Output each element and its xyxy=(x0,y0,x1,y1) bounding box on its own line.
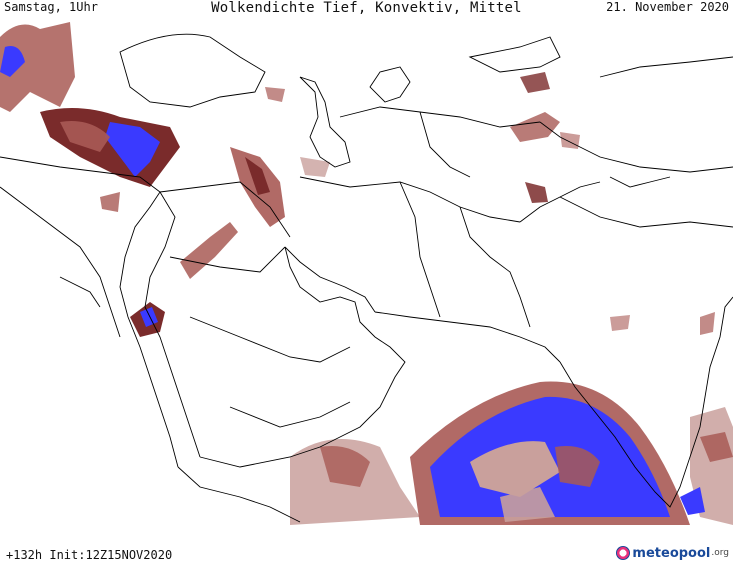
brand-suffix: .org xyxy=(711,548,729,558)
coastlines-borders xyxy=(0,33,733,523)
header-date: 21. November 2020 xyxy=(606,0,729,14)
meteopool-ring-icon xyxy=(616,546,631,560)
brand-name: meteopool xyxy=(632,545,711,561)
map-title: Wolkendichte Tief, Konvektiv, Mittel xyxy=(211,0,522,16)
brand-logo[interactable]: meteopool .org xyxy=(616,543,729,563)
run-info: +132h Init:12Z15NOV2020 xyxy=(6,548,173,562)
weather-map xyxy=(0,17,733,525)
cloud-layer xyxy=(0,22,733,525)
header-day-time: Samstag, 1Uhr xyxy=(4,0,98,14)
